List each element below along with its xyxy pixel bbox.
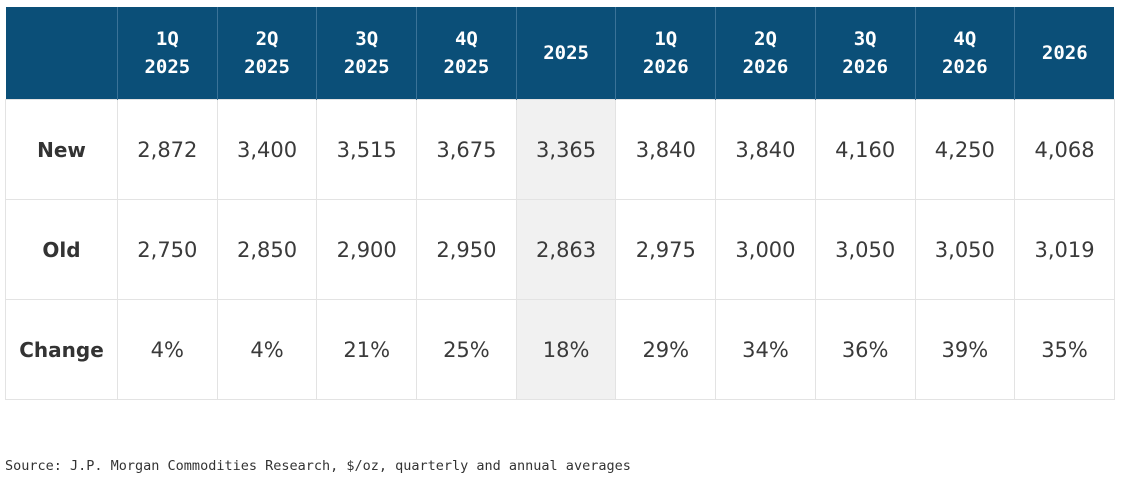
table-cell: 2,863 (515, 199, 617, 300)
table-body: New 2,872 3,400 3,515 3,675 3,365 3,840 3,840 4,… (5, 99, 1115, 400)
table-row: Old 2,750 2,850 2,900 2,950 2,863 2,975 3,000 3,… (5, 199, 1115, 300)
table-cell: 18% (515, 299, 617, 400)
column-header-period: 2025 (543, 42, 589, 64)
table-row: New 2,872 3,400 3,515 3,675 3,365 3,840 3,840 4,… (5, 99, 1115, 200)
table-cell: 34% (715, 299, 816, 400)
table-cell: 4% (117, 299, 218, 400)
row-label: New (5, 99, 118, 200)
column-header: 2025 (516, 7, 617, 100)
column-header-year: 2026 (642, 56, 689, 78)
column-header-period: 4Q (454, 28, 478, 50)
table-cell: 25% (416, 299, 517, 400)
column-header-year: 2026 (842, 56, 889, 78)
table-cell: 4,068 (1014, 99, 1115, 200)
column-header-period: 3Q (355, 28, 379, 50)
table-cell: 21% (316, 299, 418, 400)
column-header: 4Q 2025 (416, 7, 517, 100)
column-header: 2026 (1014, 7, 1115, 100)
table-cell: 3,365 (515, 99, 617, 200)
row-label: Old (5, 199, 118, 300)
table-cell: 2,872 (117, 99, 218, 200)
header-cell-corner (5, 7, 118, 100)
table-cell: 39% (914, 299, 1016, 400)
table-cell: 29% (615, 299, 717, 400)
table-cell: 3,840 (715, 99, 816, 200)
table-cell: 3,000 (715, 199, 816, 300)
column-header: 2Q 2026 (715, 7, 816, 100)
column-header-period: 2Q (754, 28, 777, 50)
table-cell: 3,019 (1014, 199, 1115, 300)
table-header: 1Q 2025 2Q 2025 3Q 2025 4Q 2025 2025 1Q 2026 2Q 2026… (5, 7, 1115, 100)
column-header: 3Q 2025 (316, 7, 418, 100)
column-header: 3Q 2026 (815, 7, 916, 100)
column-header: 4Q 2026 (915, 7, 1016, 100)
column-header-year: 2025 (343, 56, 390, 78)
table-cell: 2,950 (416, 199, 517, 300)
column-header-period: 4Q (953, 28, 977, 50)
column-header-year: 2026 (742, 56, 789, 78)
table-cell: 3,840 (615, 99, 717, 200)
table-cell: 2,750 (117, 199, 218, 300)
forecast-table: 1Q 2025 2Q 2025 3Q 2025 4Q 2025 2025 1Q 2026 2Q 2026… (5, 7, 1115, 400)
table-cell: 3,675 (416, 99, 517, 200)
row-label: Change (5, 299, 118, 400)
column-header-period: 1Q (155, 28, 179, 50)
table-cell: 4,160 (814, 99, 916, 200)
table-cell: 3,400 (216, 99, 318, 200)
table-cell: 4% (216, 299, 318, 400)
column-header: 1Q 2025 (117, 7, 218, 100)
column-header-year: 2026 (941, 56, 988, 78)
forecast-table-container: 1Q 2025 2Q 2025 3Q 2025 4Q 2025 2025 1Q 2026 2Q 2026… (5, 7, 1115, 400)
column-header-period: 1Q (654, 28, 678, 50)
table-cell: 36% (814, 299, 916, 400)
source-note: Source: J.P. Morgan Commodities Research… (5, 458, 631, 474)
table-row: Change 4% 4% 21% 25% 18% 29% 34% 36% 39% 35% (5, 299, 1115, 400)
table-cell: 2,900 (316, 199, 418, 300)
table-cell: 2,975 (615, 199, 717, 300)
table-cell: 3,515 (316, 99, 418, 200)
table-cell: 35% (1014, 299, 1115, 400)
table-cell: 3,050 (814, 199, 916, 300)
table-cell: 2,850 (216, 199, 318, 300)
column-header-year: 2025 (244, 56, 290, 78)
column-header-year: 2025 (443, 56, 490, 78)
column-header: 2Q 2025 (217, 7, 318, 100)
column-header-period: 3Q (853, 28, 877, 50)
table-cell: 4,250 (914, 99, 1016, 200)
column-header: 1Q 2026 (615, 7, 717, 100)
header-row: 1Q 2025 2Q 2025 3Q 2025 4Q 2025 2025 1Q 2026 2Q 2026… (5, 7, 1115, 100)
column-header-year: 2025 (144, 56, 191, 78)
column-header-period: 2026 (1041, 42, 1088, 64)
table-cell: 3,050 (914, 199, 1016, 300)
column-header-period: 2Q (255, 28, 279, 50)
